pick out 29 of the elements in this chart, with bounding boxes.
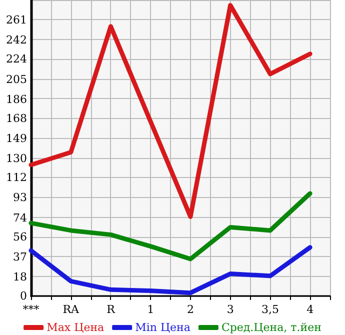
y-tick-label: 149: [6, 132, 27, 145]
y-tick-label: 0: [20, 290, 27, 302]
x-tick-label: RA: [62, 303, 80, 316]
line-series: [28, 245, 312, 296]
x-tick-label: ***: [22, 303, 40, 316]
y-tick-label: 130: [6, 152, 27, 166]
x-tick-label: 3: [226, 303, 234, 316]
y-tick-label: 261: [6, 14, 27, 27]
line-series: [28, 191, 312, 262]
legend-label: Min Цена: [135, 321, 191, 334]
x-tick-label: 3,5: [261, 303, 279, 316]
y-tick-label: 74: [13, 211, 27, 224]
legend-label: Сред.Цена, т.йен: [221, 321, 322, 334]
y-tick-label: 56: [13, 230, 27, 244]
y-tick-label: 186: [6, 92, 27, 106]
x-tick-label: 4: [306, 303, 314, 316]
y-tick-label: 112: [6, 171, 27, 184]
x-tick-label: 1: [147, 303, 154, 316]
y-tick-label: 37: [13, 250, 27, 264]
y-tick-label: 168: [6, 112, 27, 125]
x-tick-label: 2: [186, 303, 194, 316]
y-tick-label: 242: [6, 34, 27, 47]
y-tick-label: 205: [6, 72, 27, 86]
y-tick-label: 93: [13, 191, 27, 204]
y-tick-label: 224: [6, 52, 27, 66]
y-tick-label: 18: [13, 270, 27, 284]
legend-label: Max Цена: [46, 321, 105, 334]
line-series: [28, 3, 312, 219]
x-tick-label: R: [106, 303, 116, 316]
